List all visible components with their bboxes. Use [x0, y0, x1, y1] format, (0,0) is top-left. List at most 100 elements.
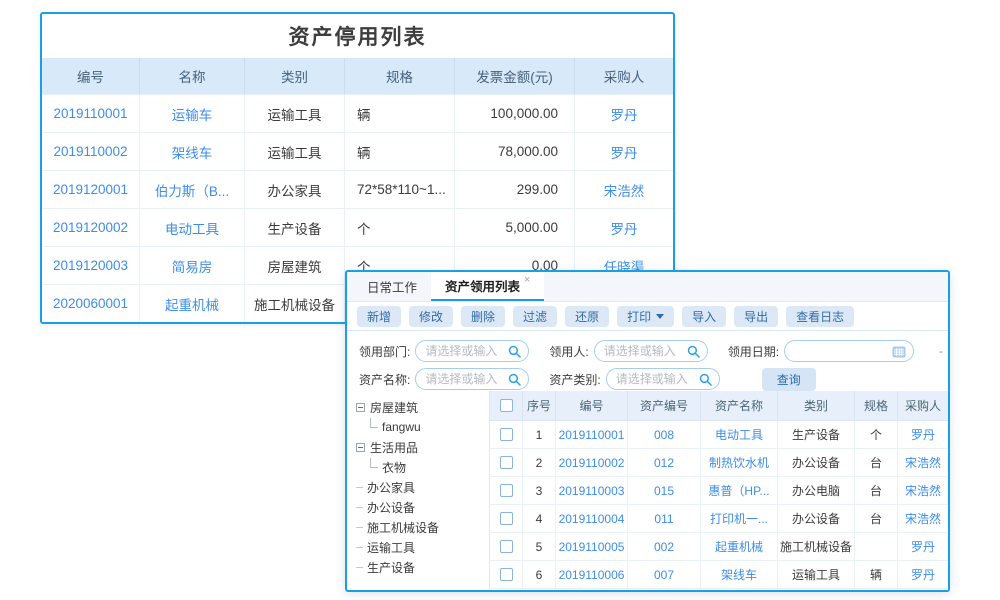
export-button[interactable]: 导出 [734, 305, 779, 327]
req-cell-link[interactable]: 起重机械 [701, 533, 778, 560]
tree-item[interactable]: 办公设备 [356, 497, 489, 517]
stop-cell-link[interactable]: 2020060001 [42, 285, 140, 322]
filter-button[interactable]: 过滤 [513, 305, 558, 327]
stop-cell-link[interactable]: 2019120001 [42, 171, 140, 208]
req-cell-link[interactable]: 002 [628, 533, 701, 560]
delete-button[interactable]: 删除 [461, 305, 506, 327]
row-checkbox[interactable] [499, 540, 513, 553]
req-cell-link[interactable]: 008 [628, 421, 701, 448]
stop-cell-link[interactable]: 伯力斯（B... [140, 171, 245, 208]
stop-cell-link[interactable]: 宋浩然 [603, 183, 645, 199]
req-cell-link[interactable]: 宋浩然 [904, 484, 941, 498]
query-button[interactable]: 查询 [761, 367, 816, 391]
import-button[interactable]: 导入 [682, 305, 727, 327]
req-cell-link[interactable]: 015 [628, 477, 701, 504]
tab-daily-work[interactable]: 日常工作 [353, 272, 431, 301]
requisition-date-field[interactable] [794, 344, 893, 358]
req-cell-link[interactable]: 2019110005 [556, 533, 628, 560]
stop-cell-link[interactable]: 运输车 [140, 95, 245, 132]
asset-category-field[interactable] [615, 372, 699, 386]
restore-button[interactable]: 还原 [565, 305, 610, 327]
tree-item[interactable]: 房屋建筑 [356, 397, 489, 417]
calendar-icon[interactable] [892, 345, 906, 358]
print-button[interactable]: 打印 [617, 305, 675, 327]
tree-item[interactable]: 运输工具 [356, 537, 489, 557]
stop-cell-link[interactable]: 罗丹 [610, 221, 638, 237]
stop-cell-link[interactable]: 2019110002 [42, 133, 140, 170]
stop-cell-link[interactable]: 罗丹 [610, 145, 638, 161]
requisition-user-field[interactable] [603, 344, 687, 358]
req-cell-link[interactable]: 011 [628, 505, 701, 532]
tree-item[interactable]: 施工机械设备 [356, 517, 489, 537]
req-cell-link[interactable]: 电动工具 [701, 421, 778, 448]
row-checkbox[interactable] [499, 568, 513, 581]
req-cell [855, 533, 898, 560]
search-icon[interactable] [687, 345, 700, 358]
requisition-date-input[interactable] [784, 340, 915, 362]
edit-button[interactable]: 修改 [409, 305, 454, 327]
asset-category-input[interactable] [605, 368, 720, 390]
req-cell-link[interactable]: 制热饮水机 [701, 449, 778, 476]
tree-item[interactable]: 生产设备 [356, 557, 489, 577]
collapse-icon[interactable] [356, 402, 365, 412]
table-row: 2019120001 伯力斯（B... 办公家具 72*58*110~1... 299.… [42, 170, 673, 208]
req-cell-link[interactable]: 罗丹 [910, 568, 935, 582]
req-cell-link[interactable]: 罗丹 [910, 428, 935, 442]
asset-name-input[interactable] [415, 368, 530, 390]
req-cell-link[interactable]: 惠普（HP... [701, 477, 778, 504]
req-cell-link[interactable]: 012 [628, 449, 701, 476]
req-cell-link[interactable]: 2019110006 [556, 561, 628, 588]
filter-section: 领用部门: 领用人: 领用日期: - 资产名称: 资产类别: 查询 [347, 331, 948, 391]
requisition-user-input[interactable] [593, 340, 708, 362]
date-range-separator: - [939, 344, 944, 358]
req-column-header: 序号 [523, 391, 556, 420]
req-cell: 办公设备 [778, 449, 855, 476]
req-cell-link[interactable]: 宋浩然 [904, 456, 941, 470]
collapse-icon[interactable] [356, 442, 365, 452]
req-cell-link[interactable]: 架线车 [701, 561, 778, 588]
tree-connector [370, 458, 378, 468]
stop-cell: 房屋建筑 [245, 247, 345, 284]
stop-cell-link[interactable]: 2019120002 [42, 209, 140, 246]
stop-cell: 辆 [345, 133, 455, 170]
req-cell-link[interactable]: 打印机一... [701, 505, 778, 532]
row-checkbox[interactable] [499, 484, 513, 497]
asset-name-field[interactable] [425, 372, 509, 386]
req-cell-link[interactable]: 2019110002 [556, 449, 628, 476]
search-icon[interactable] [508, 345, 522, 358]
tab-asset-requisition-list[interactable]: 资产领用列表 × [431, 272, 545, 301]
row-checkbox[interactable] [499, 456, 513, 469]
filter-asset-name: 资产名称: [359, 368, 530, 390]
stop-cell-link[interactable]: 2019120003 [42, 247, 140, 284]
close-icon[interactable]: × [524, 274, 531, 286]
tree-item[interactable]: 生活用品 [356, 437, 489, 457]
req-cell-link[interactable]: 2019110003 [556, 477, 628, 504]
stop-cell-link[interactable]: 罗丹 [610, 107, 638, 123]
stop-cell-link[interactable]: 起重机械 [140, 285, 245, 322]
tree-item[interactable]: 衣物 [356, 457, 489, 477]
select-all-checkbox[interactable] [499, 399, 513, 412]
tree-connector [356, 546, 363, 548]
tree-item[interactable]: fangwu [356, 417, 489, 437]
stop-cell-link[interactable]: 2019110001 [42, 95, 140, 132]
req-cell-link[interactable]: 宋浩然 [904, 512, 941, 526]
req-cell-link[interactable]: 2019110001 [556, 421, 628, 448]
stop-cell-link[interactable]: 简易房 [140, 247, 245, 284]
tree-item[interactable]: 办公家具 [356, 477, 489, 497]
requisition-dept-input[interactable] [415, 340, 530, 362]
req-cell-link[interactable]: 罗丹 [910, 540, 935, 554]
table-row: 2019110002 架线车 运输工具辆 78,000.00 罗丹 [42, 132, 673, 170]
req-cell-link[interactable]: 2019110004 [556, 505, 628, 532]
row-checkbox-cell [490, 505, 523, 532]
view-log-button[interactable]: 查看日志 [786, 305, 855, 327]
search-icon[interactable] [508, 373, 522, 386]
stop-cell-link[interactable]: 架线车 [140, 133, 245, 170]
row-checkbox[interactable] [499, 512, 513, 525]
search-icon[interactable] [699, 373, 712, 386]
requisition-dept-field[interactable] [425, 344, 509, 358]
row-checkbox[interactable] [499, 428, 513, 441]
stop-cell-link[interactable]: 电动工具 [140, 209, 245, 246]
req-cell-link[interactable]: 007 [628, 561, 701, 588]
button-label: 打印 [627, 309, 652, 324]
add-button[interactable]: 新增 [357, 305, 402, 327]
